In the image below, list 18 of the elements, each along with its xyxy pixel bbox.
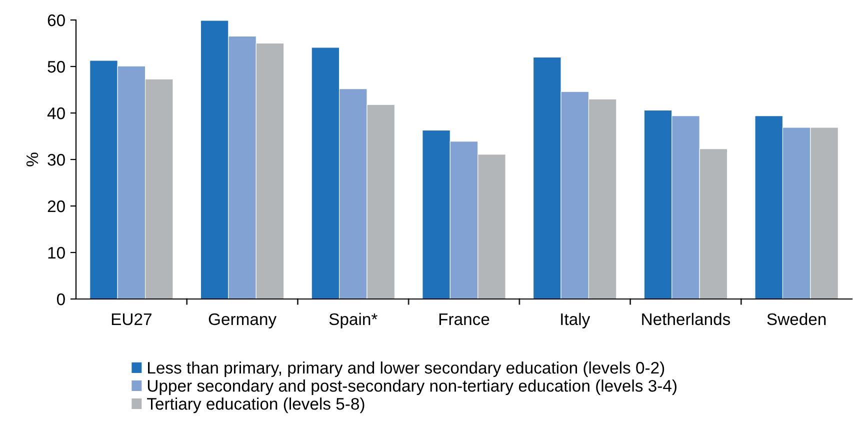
x-tick-label: Italy — [561, 312, 590, 328]
y-tick-label: 30 — [48, 154, 65, 166]
legend-label: Upper secondary and post-secondary non-tertiary education (levels 3-4) — [148, 380, 676, 396]
x-tick-label: EU27 — [112, 313, 152, 326]
legend-label: Less than primary, primary and lower secondary education (levels 0-2) — [148, 361, 664, 378]
x-tick-label: Sweden — [767, 312, 826, 326]
y-tick-label: 0 — [56, 293, 65, 306]
y-tick-label: 60 — [48, 14, 65, 26]
legend-label: Tertiary education (levels 5-8) — [147, 398, 364, 414]
y-tick-label: 40 — [47, 107, 65, 120]
y-axis-title: % — [26, 152, 38, 166]
x-tick-label: Netherlands — [642, 312, 730, 326]
y-tick-label: 10 — [48, 246, 65, 259]
x-tick-label: France — [439, 314, 490, 326]
y-tick-label: 20 — [48, 200, 65, 212]
x-tick-label: Germany — [208, 313, 277, 328]
x-tick-label: Spain* — [329, 312, 378, 328]
y-tick-label: 50 — [48, 60, 65, 73]
